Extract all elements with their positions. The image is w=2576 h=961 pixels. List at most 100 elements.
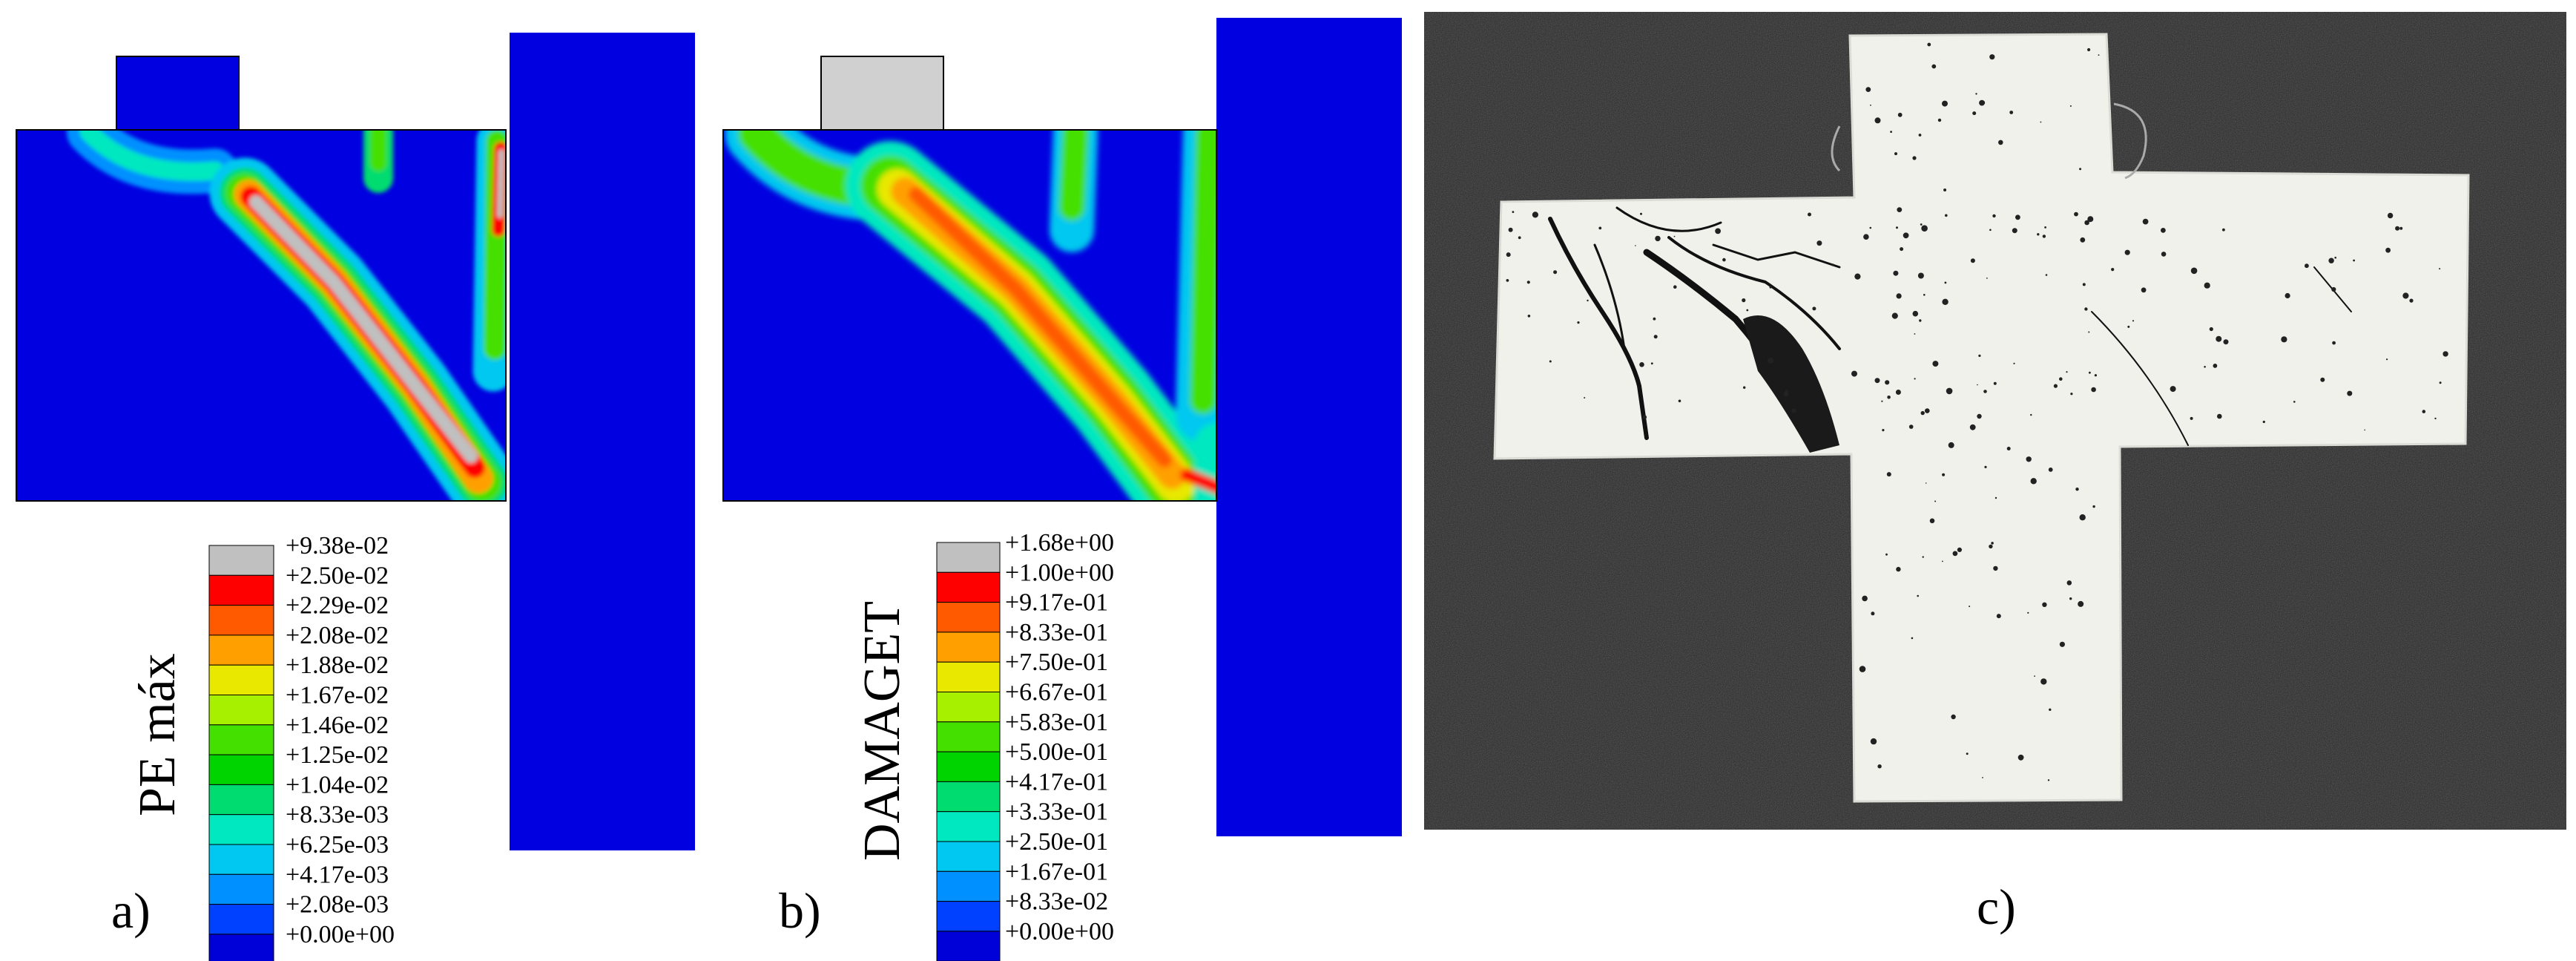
speckle xyxy=(1982,777,1983,778)
speckle xyxy=(2132,320,2135,322)
speckle xyxy=(1943,188,1947,191)
speckle xyxy=(2059,641,2065,647)
legend-value: +2.50e-01 xyxy=(1005,828,1108,856)
speckle xyxy=(2026,456,2032,462)
speckle xyxy=(1808,212,1811,217)
speckle xyxy=(2017,754,2024,761)
speckle xyxy=(1969,606,1971,608)
speckle xyxy=(1945,214,1948,217)
speckle xyxy=(2088,331,2090,333)
speckles xyxy=(1506,42,2448,781)
speckle xyxy=(2216,335,2222,342)
speckle xyxy=(1911,637,1914,640)
speckle xyxy=(2328,258,2334,263)
speckle xyxy=(1673,235,1676,237)
legend-swatch xyxy=(936,721,1001,752)
speckle xyxy=(1896,566,1901,572)
legend-value: +1.00e+00 xyxy=(1005,559,1114,586)
speckle xyxy=(2209,327,2213,332)
legend-swatch xyxy=(936,870,1001,902)
legend-value: +9.17e-01 xyxy=(1005,589,1108,617)
speckle xyxy=(2053,384,2058,388)
speckle xyxy=(2353,259,2355,262)
speckle xyxy=(1869,226,1872,229)
speckle xyxy=(2049,708,2052,711)
legend-value: +2.29e-02 xyxy=(286,592,389,620)
legend-value: +0.00e+00 xyxy=(286,921,395,948)
speckle xyxy=(2092,505,2095,508)
speckle xyxy=(2044,226,2046,229)
speckle xyxy=(1851,370,1857,377)
speckle xyxy=(1927,42,1931,47)
speckle xyxy=(2075,488,2079,491)
speckle xyxy=(1917,594,1919,597)
speckle xyxy=(1925,408,1930,413)
speckle xyxy=(1948,442,1954,448)
legend-swatch xyxy=(936,661,1001,693)
wire-loop xyxy=(2113,102,2147,180)
speckle xyxy=(1512,211,1515,213)
panel-label-c: c) xyxy=(1977,879,2016,935)
speckle xyxy=(1946,387,1953,395)
speckle xyxy=(2087,47,2091,52)
speckle xyxy=(1951,714,1956,720)
legend-swatch xyxy=(936,542,1001,573)
speckle xyxy=(1871,611,1875,616)
speckle xyxy=(1642,415,1647,419)
speckle xyxy=(1978,354,1981,357)
speckle xyxy=(1966,752,1969,755)
speckle xyxy=(1914,378,1916,380)
speckle xyxy=(1526,281,1530,284)
speckle xyxy=(2386,358,2388,361)
speckle xyxy=(2399,226,2403,230)
speckle xyxy=(1980,100,1986,105)
speckle xyxy=(1874,378,1880,384)
speckle xyxy=(1885,380,1890,385)
speckle xyxy=(2074,211,2078,217)
legend-value: +5.00e-01 xyxy=(1005,738,1108,766)
speckle xyxy=(1877,764,1882,769)
legend-swatch xyxy=(936,901,1001,932)
legend-a: +9.38e-02+2.50e-02 +2.29e-02+2.08e-02 +1.8… xyxy=(208,532,395,961)
speckle xyxy=(2305,263,2309,269)
speckle xyxy=(2059,377,2063,381)
speckle xyxy=(2084,220,2089,226)
legend-title-b: DAMAGET xyxy=(854,601,911,861)
speckle xyxy=(1908,424,1914,429)
speckle xyxy=(2087,216,2094,223)
damage-contours xyxy=(725,130,1216,501)
speckle xyxy=(2006,447,2011,450)
speckle xyxy=(1925,482,1927,484)
speckle xyxy=(1742,298,1746,303)
legend-swatch xyxy=(208,724,274,755)
speckle xyxy=(1870,738,1877,745)
speckle xyxy=(1508,227,1513,232)
speckle xyxy=(1870,104,1871,106)
legend-swatch xyxy=(208,664,274,696)
speckle xyxy=(1653,317,1656,321)
speckle xyxy=(2030,413,2032,416)
speckle xyxy=(2079,168,2082,171)
speckle xyxy=(2089,371,2091,374)
speckle xyxy=(1998,140,2003,145)
speckle xyxy=(1992,214,1996,218)
wire-loop xyxy=(1831,125,1841,172)
legend-value: +2.08e-03 xyxy=(286,891,389,919)
speckle xyxy=(1655,235,1661,242)
speckle xyxy=(2098,54,2100,56)
speckle xyxy=(2034,675,2035,677)
speckle xyxy=(1635,245,1636,246)
speckle xyxy=(2091,387,2096,393)
speckle xyxy=(2385,247,2391,253)
legend-swatch xyxy=(208,695,274,726)
speckle xyxy=(2190,416,2193,420)
speckle xyxy=(2395,226,2400,231)
speckle xyxy=(2409,298,2414,303)
speckle xyxy=(1923,294,1926,296)
legend-swatch xyxy=(936,841,1001,872)
speckle xyxy=(2111,268,2115,272)
speckle xyxy=(2047,779,2050,781)
speckle xyxy=(1977,384,1978,386)
speckle xyxy=(1914,333,1916,335)
speckle xyxy=(1975,93,1977,95)
